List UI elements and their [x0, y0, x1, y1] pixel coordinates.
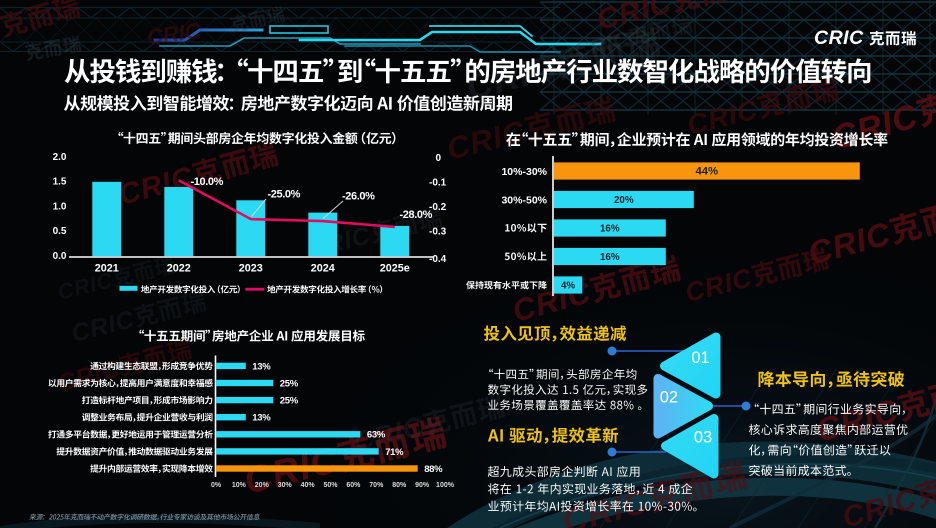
svg-text:40%: 40% [301, 482, 316, 489]
svg-text:16%: 16% [600, 252, 620, 263]
svg-text:16%: 16% [600, 224, 620, 235]
svg-text:0.5: 0.5 [53, 226, 67, 237]
svg-text:50%: 50% [323, 482, 338, 489]
svg-text:0%: 0% [211, 482, 222, 489]
svg-text:2024: 2024 [311, 263, 335, 275]
svg-text:30%-50%: 30%-50% [501, 194, 547, 206]
svg-text:20%: 20% [255, 482, 270, 489]
svg-text:0: 0 [436, 153, 442, 164]
svg-text:20%: 20% [614, 195, 634, 206]
svg-text:100%: 100% [436, 482, 455, 489]
svg-text:2021: 2021 [95, 263, 119, 275]
svg-text:-10.0%: -10.0% [191, 176, 224, 188]
svg-text:02: 02 [660, 389, 678, 407]
svg-text:-26.0%: -26.0% [342, 191, 375, 203]
svg-text:-25.0%: -25.0% [268, 189, 301, 201]
svg-text:2022: 2022 [167, 263, 191, 275]
svg-text:-0.3: -0.3 [429, 227, 447, 238]
svg-text:CRIC: CRIC [814, 27, 864, 49]
svg-text:-0.2: -0.2 [429, 202, 447, 213]
svg-text:03: 03 [694, 429, 712, 447]
svg-text:1.5: 1.5 [53, 177, 67, 188]
svg-text:-28.0%: -28.0% [400, 209, 433, 221]
svg-text:-0.1: -0.1 [429, 177, 447, 188]
svg-text:60%: 60% [346, 482, 361, 489]
svg-text:0.0: 0.0 [53, 251, 67, 262]
svg-text:44%: 44% [695, 166, 718, 178]
svg-text:01: 01 [691, 349, 709, 367]
svg-text:70%: 70% [369, 482, 384, 489]
svg-text:88%: 88% [424, 464, 443, 475]
svg-text:25%: 25% [280, 378, 299, 389]
svg-text:2025e: 2025e [380, 263, 410, 275]
svg-text:30%: 30% [278, 482, 293, 489]
svg-text:13%: 13% [252, 413, 271, 424]
svg-text:13%: 13% [252, 361, 271, 372]
svg-text:63%: 63% [367, 430, 386, 441]
svg-text:80%: 80% [392, 482, 407, 489]
svg-text:71%: 71% [385, 447, 404, 458]
svg-text:4%: 4% [561, 281, 575, 292]
svg-text:90%: 90% [415, 482, 430, 489]
svg-text:2023: 2023 [239, 263, 263, 275]
svg-text:2.0: 2.0 [53, 152, 67, 163]
svg-text:-0.4: -0.4 [429, 254, 447, 265]
svg-text:10%-30%: 10%-30% [501, 166, 547, 178]
svg-text:1.0: 1.0 [53, 202, 67, 213]
svg-text:10%: 10% [232, 482, 247, 489]
svg-text:25%: 25% [280, 396, 299, 407]
